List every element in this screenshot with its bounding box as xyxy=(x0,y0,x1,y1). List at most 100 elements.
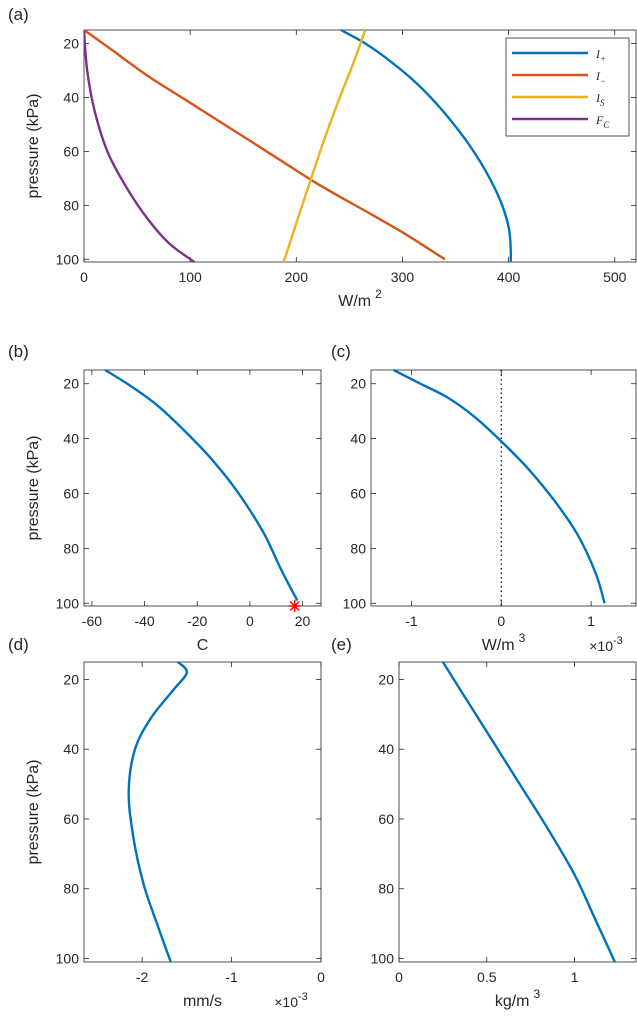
y-tick-label: 20 xyxy=(63,35,79,51)
chart-panel-3: (c) 20 40 60 80 100 -1 0 1 W/m 3 ×10-3 xyxy=(331,342,637,654)
plot-area xyxy=(441,661,616,963)
series-line-fc xyxy=(84,29,196,263)
x-axis-label-superscript: 3 xyxy=(519,631,526,645)
y-tick-label: 40 xyxy=(63,431,79,447)
x-axis-label: kg/m 3 xyxy=(495,987,541,1010)
x-tick-label: -40 xyxy=(134,613,154,629)
axes-box xyxy=(398,661,637,963)
y-tick-label: 80 xyxy=(63,197,79,213)
x-tick-label: 0 xyxy=(395,969,403,985)
legend-label-main: F xyxy=(595,113,604,127)
x-tick-label: 300 xyxy=(391,269,415,285)
y-tick-label: 80 xyxy=(63,540,79,556)
series-line-i xyxy=(84,29,446,261)
legend-label-subscript: C xyxy=(603,120,610,130)
x-tick-label: -60 xyxy=(82,613,102,629)
x-tick-label: 200 xyxy=(285,269,309,285)
plot-area xyxy=(127,661,189,963)
legend-label-main: I xyxy=(595,69,601,83)
y-tick-label: 20 xyxy=(63,376,79,392)
legend-label-subscript: S xyxy=(600,98,605,108)
series-line-1 xyxy=(104,368,299,602)
legend-label-main: I xyxy=(595,47,601,61)
panel-label: (e) xyxy=(331,635,352,654)
axes-box xyxy=(83,29,637,263)
y-tick-label: 80 xyxy=(378,881,394,897)
axis-exponent: ×10-3 xyxy=(589,635,623,654)
y-tick-label: 60 xyxy=(350,485,366,501)
y-tick-label: 60 xyxy=(63,485,79,501)
x-tick-label: 0 xyxy=(80,269,88,285)
x-tick-label: -20 xyxy=(187,613,207,629)
legend-label-main: I xyxy=(595,91,601,105)
y-tick-label: 40 xyxy=(63,89,79,105)
panel-label: (a) xyxy=(8,5,29,24)
y-tick-label: 100 xyxy=(371,951,395,967)
legend-label-subscript: + xyxy=(600,54,606,64)
x-tick-label: 20 xyxy=(295,613,311,629)
surface-marker xyxy=(288,600,301,612)
y-tick-label: 20 xyxy=(378,671,394,687)
series-line-1 xyxy=(441,661,616,963)
series-line-1 xyxy=(127,661,189,963)
plot-area xyxy=(104,368,299,602)
legend-label: IS xyxy=(595,91,605,108)
y-tick-label: 40 xyxy=(378,741,394,757)
x-tick-label: 500 xyxy=(603,269,627,285)
x-tick-label: 400 xyxy=(497,269,521,285)
x-axis-label: W/m 3 xyxy=(482,631,526,654)
panel-label: (c) xyxy=(331,342,351,361)
x-tick-label: 0 xyxy=(246,613,254,629)
chart-panel-2: (b) 20 40 60 80 100-60 -40 -20 0 20 pressure (kPa)… xyxy=(8,342,322,654)
x-axis-label: C xyxy=(197,637,209,654)
axes-box xyxy=(83,369,322,607)
panel-label: (d) xyxy=(8,635,29,654)
y-tick-label: 80 xyxy=(350,540,366,556)
x-axis-label: mm/s xyxy=(183,993,222,1010)
legend-label: I− xyxy=(595,69,606,86)
y-tick-label: 100 xyxy=(56,595,80,611)
series-line-1 xyxy=(392,368,606,604)
y-tick-label: 60 xyxy=(63,143,79,159)
y-axis-label: pressure (kPa) xyxy=(25,94,42,199)
x-axis-label: W/m 2 xyxy=(338,287,382,310)
x-tick-label: -1 xyxy=(225,969,238,985)
x-tick-label: 0.5 xyxy=(477,969,497,985)
axis-exponent-superscript: -3 xyxy=(613,635,623,647)
x-tick-label: 0 xyxy=(497,613,505,629)
axis-exponent-superscript: -3 xyxy=(298,991,308,1003)
y-tick-label: 40 xyxy=(350,431,366,447)
series-line-is xyxy=(282,29,367,263)
legend-label: FC xyxy=(595,113,610,130)
axis-exponent: ×10-3 xyxy=(274,991,308,1010)
plot-area xyxy=(84,28,513,263)
x-tick-label: -2 xyxy=(136,969,149,985)
y-tick-label: 100 xyxy=(343,595,367,611)
x-axis-label-superscript: 2 xyxy=(375,287,382,301)
axes-box xyxy=(83,661,322,963)
x-tick-label: 100 xyxy=(178,269,202,285)
x-tick-label: -1 xyxy=(405,613,418,629)
x-tick-label: 1 xyxy=(587,613,595,629)
y-tick-label: 80 xyxy=(63,881,79,897)
x-tick-label: 1 xyxy=(571,969,579,985)
y-axis-label: pressure (kPa) xyxy=(25,436,42,541)
y-axis-label: pressure (kPa) xyxy=(25,760,42,865)
panel-label: (b) xyxy=(8,342,29,361)
series-line-i xyxy=(340,28,513,263)
plot-area xyxy=(392,368,606,604)
x-axis-label-superscript: 3 xyxy=(533,987,540,1001)
legend-label: I+ xyxy=(595,47,606,64)
legend-label-subscript: − xyxy=(600,76,606,86)
y-tick-label: 20 xyxy=(350,376,366,392)
y-tick-label: 100 xyxy=(56,951,80,967)
chart-panel-4: (d) 20 40 60 80 100 -2 -1 0 pressure (kPa) mm/s ×10… xyxy=(8,635,325,1010)
axes-box xyxy=(370,369,637,607)
y-tick-label: 100 xyxy=(56,251,80,267)
y-tick-label: 20 xyxy=(63,671,79,687)
y-tick-label: 40 xyxy=(63,741,79,757)
